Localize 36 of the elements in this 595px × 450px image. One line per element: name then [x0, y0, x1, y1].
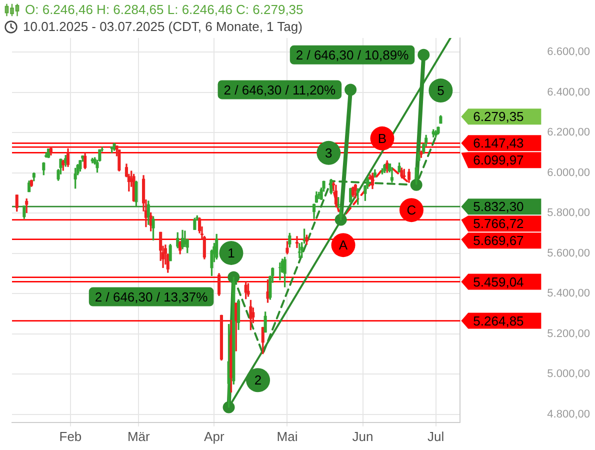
y-tick-label: 6.200,00 [547, 126, 590, 139]
annotation: 2 / 646,30 / 13,37% [94, 289, 208, 304]
ref-line-label: 6.099,97 [473, 152, 524, 168]
series-label: 3 [325, 145, 332, 160]
ref-line-label: 6.147,43 [473, 136, 524, 151]
y-tick-label: 5.400,00 [547, 288, 590, 300]
x-tick-label: Jul [428, 428, 444, 444]
ref-line-label: 5.264,85 [473, 313, 524, 328]
series-label: 1 [228, 246, 235, 261]
x-tick-label: Mai [276, 428, 298, 444]
series-label: B [378, 131, 387, 146]
series-label: 5 [437, 83, 444, 98]
x-tick-label: Feb [59, 428, 82, 444]
y-tick-label: 4.800,00 [547, 408, 590, 420]
y-tick-label: 5.000,00 [547, 368, 590, 380]
y-tick-label: 5.800,00 [547, 207, 590, 220]
y-tick-label: 6.000,00 [547, 166, 590, 179]
x-tick-label: Apr [204, 428, 225, 444]
y-tick-label: 6.400,00 [547, 86, 590, 98]
y-tick-label: 5.600,00 [547, 247, 590, 260]
ref-line-label: 5.766,72 [473, 216, 524, 232]
ref-line-label: 5.832,30 [473, 199, 524, 214]
series-label: A [338, 238, 348, 253]
y-tick-label: 6.600,00 [547, 46, 590, 58]
ref-line-label: 5.669,67 [473, 233, 524, 248]
y-tick-label: 5.200,00 [547, 328, 590, 340]
x-tick-label: Jun [352, 428, 374, 444]
text: 6.279,35 [473, 109, 524, 124]
annotation: 2 / 646,30 / 10,89% [296, 47, 410, 62]
series-label: C [406, 202, 416, 218]
annotation: 2 / 646,30 / 11,20% [224, 82, 336, 98]
x-tick-label: Mär [127, 428, 151, 444]
series-label: 2 [254, 372, 262, 388]
ref-line-label: 5.459,04 [473, 274, 524, 290]
chart-title: O: 6.246,46 H: 6.284,65 L: 6.246,46 C: 6.279,35 [25, 1, 304, 18]
chart-subtitle: 10.01.2025 - 03.07.2025 (CDT, 6 Monate, 1 Tag) [23, 18, 302, 35]
